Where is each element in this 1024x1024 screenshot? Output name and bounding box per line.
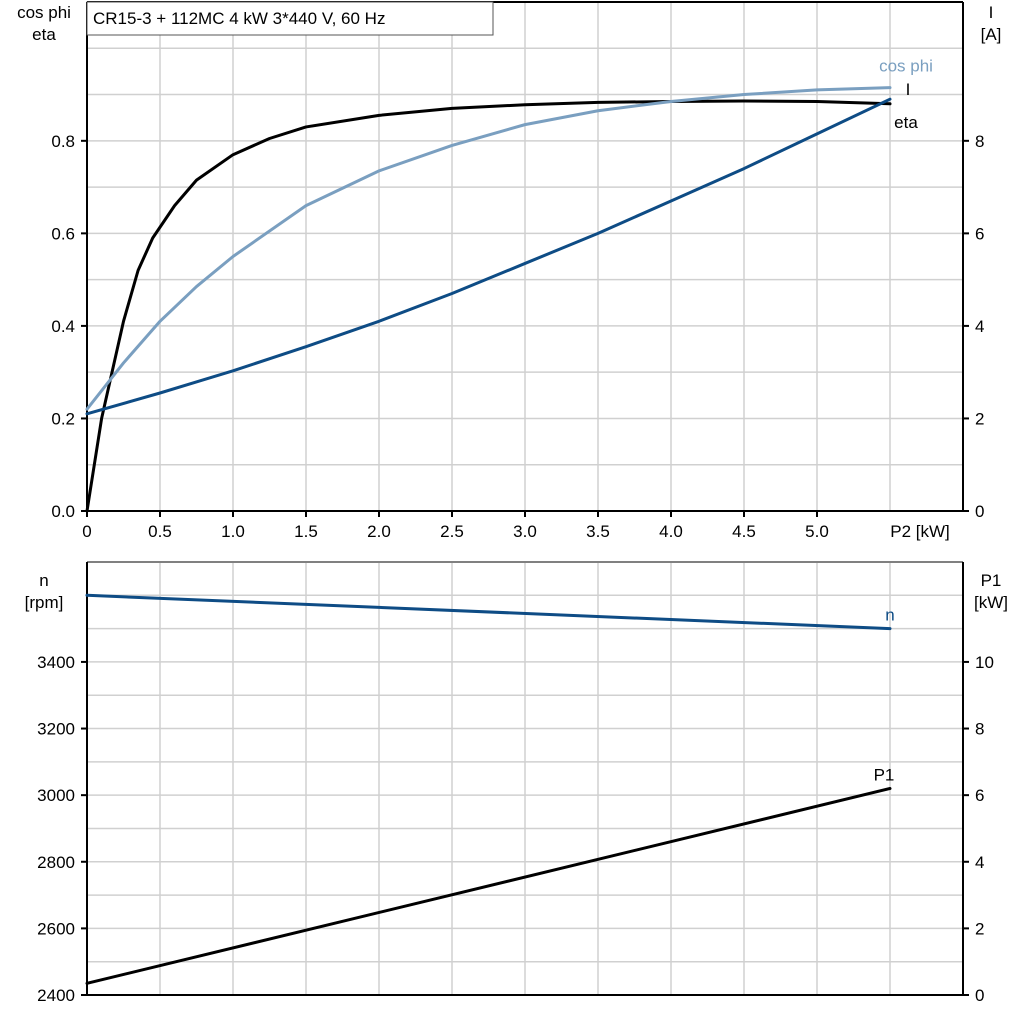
y-axis-label-right: [A]: [981, 25, 1002, 44]
x-tick-label: 3.0: [513, 522, 537, 541]
title-box: [86, 1, 494, 36]
y-axis-label-left: n: [39, 571, 48, 590]
x-tick-label: 0.5: [148, 522, 172, 541]
series-line-i: [85, 97, 892, 416]
y-tick-label-left: 3400: [37, 653, 75, 672]
y-tick-label-right: 6: [975, 224, 984, 243]
series-line-n: [85, 593, 892, 631]
series-label-n: n: [885, 606, 894, 625]
y-tick-label-right: 4: [975, 853, 984, 872]
x-axis-label: P2 [kW]: [890, 522, 950, 541]
x-tick-label: 3.5: [586, 522, 610, 541]
y-tick-label-left: 0.0: [51, 502, 75, 521]
y-tick-label-left: 2600: [37, 919, 75, 938]
y-tick-label-left: 3000: [37, 786, 75, 805]
series-line-cos-phi: [85, 86, 892, 411]
y-tick-label-right: 8: [975, 720, 984, 739]
x-tick-label: 1.5: [294, 522, 318, 541]
series-label-p1: P1: [874, 765, 895, 784]
x-tick-label: 4.5: [732, 522, 756, 541]
chart-title: CR15-3 + 112MC 4 kW 3*440 V, 60 Hz: [93, 9, 385, 28]
y-axis-label-right: [kW]: [974, 593, 1008, 612]
series-label-cos-phi: cos phi: [879, 57, 933, 76]
y-tick-label-right: 2: [975, 409, 984, 428]
y-tick-label-right: 0: [975, 502, 984, 521]
y-tick-label-right: 8: [975, 132, 984, 151]
x-tick-label: 4.0: [659, 522, 683, 541]
series-label-eta: eta: [894, 113, 918, 132]
y-axis-label-left: [rpm]: [25, 593, 64, 612]
x-tick-label: 2.0: [367, 522, 391, 541]
x-tick-label: 1.0: [221, 522, 245, 541]
series-line-p1: [85, 786, 892, 985]
y-tick-label-left: 3200: [37, 720, 75, 739]
series-label-i: I: [906, 80, 911, 99]
x-tick-label: 5.0: [805, 522, 829, 541]
y-tick-label-left: 2400: [37, 986, 75, 1005]
y-axis-label-left: cos phi: [17, 3, 71, 22]
efficiency-current-chart: 0.0 0.2 0.4 0.6 0.8 0 2 4 6 8 cos phi eta I [A] 0 0.5 1.…: [17, 1, 1002, 541]
y-axis-label-right: I: [989, 3, 994, 22]
x-tick-label: 0: [82, 522, 91, 541]
y-tick-label-right: 6: [975, 786, 984, 805]
y-axis-label-right: P1: [981, 571, 1002, 590]
speed-power-chart: 2400 2600 2800 3000 3200 3400 0 2 4 6 8 10 n [rpm] P1 […: [25, 561, 1008, 1005]
y-tick-label-left: 0.6: [51, 224, 75, 243]
series-line-eta: [85, 99, 892, 513]
x-tick-label: 2.5: [440, 522, 464, 541]
y-tick-label-right: 2: [975, 919, 984, 938]
y-tick-label-left: 0.2: [51, 409, 75, 428]
y-tick-label-right: 4: [975, 317, 984, 336]
y-tick-label-right: 0: [975, 986, 984, 1005]
y-tick-label-right: 10: [975, 653, 994, 672]
y-tick-label-left: 0.8: [51, 132, 75, 151]
y-tick-label-left: 0.4: [51, 317, 75, 336]
y-axis-label-left: eta: [32, 25, 56, 44]
y-tick-label-left: 2800: [37, 853, 75, 872]
